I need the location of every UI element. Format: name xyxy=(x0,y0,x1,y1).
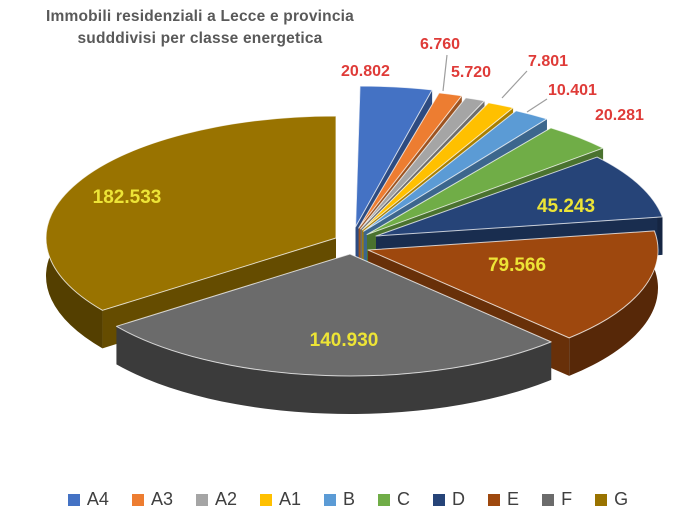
legend-item-A1[interactable]: A1 xyxy=(260,489,301,510)
legend-label-C: C xyxy=(397,489,411,509)
legend-swatch-A4 xyxy=(67,493,80,506)
legend-swatch-D xyxy=(433,493,446,506)
legend-item-C[interactable]: C xyxy=(378,489,410,510)
pie-slice-group-F xyxy=(115,253,552,414)
legend-swatch-A1 xyxy=(260,493,272,506)
chart-legend: A4 A3 A2 A1 B C D E F G xyxy=(0,489,696,510)
pie-slice-F[interactable] xyxy=(115,253,552,377)
leader-line-A1 xyxy=(501,70,528,99)
legend-label-A4: A4 xyxy=(86,489,109,509)
legend-label-E: E xyxy=(507,489,520,509)
pie-slice-C[interactable] xyxy=(366,127,604,235)
pie-slice-D[interactable] xyxy=(375,156,663,237)
legend-item-F[interactable]: F xyxy=(542,489,572,510)
legend-swatch-C xyxy=(378,493,391,506)
legend-label-F: F xyxy=(561,489,573,509)
legend-swatch-A2 xyxy=(195,493,208,506)
pie-slice-A4[interactable] xyxy=(355,85,433,228)
legend-swatch-E xyxy=(488,493,501,506)
legend-label-G: G xyxy=(614,489,629,509)
pie-chart-canvas xyxy=(45,54,663,414)
legend-item-D[interactable]: D xyxy=(433,489,465,510)
pie-slice-F-rim-wall xyxy=(116,326,552,414)
legend-item-A2[interactable]: A2 xyxy=(195,489,237,510)
legend-swatch-F xyxy=(542,493,555,506)
leader-line-A3 xyxy=(442,54,448,92)
legend-label-B: B xyxy=(343,489,356,509)
pie-slice-G[interactable] xyxy=(45,115,337,311)
legend-swatch-A3 xyxy=(131,493,144,506)
legend-label-A1: A1 xyxy=(279,489,302,509)
legend-item-B[interactable]: B xyxy=(324,489,355,510)
legend-item-A4[interactable]: A4 xyxy=(67,489,109,510)
pie-slice-E-rim-wall xyxy=(569,230,658,376)
chart-title-line2: sudddivisi per classe energetica xyxy=(77,30,323,47)
legend-item-A3[interactable]: A3 xyxy=(131,489,173,510)
legend-label-A2: A2 xyxy=(214,489,237,509)
legend-label-A3: A3 xyxy=(150,489,173,509)
pie-slice-D-rim-wall xyxy=(657,206,663,255)
chart-title: Immobili residenziali a Lecce e provinci… xyxy=(2,6,398,50)
pie-slice-A1[interactable] xyxy=(361,102,514,231)
leader-line-B xyxy=(526,98,548,113)
legend-swatch-G xyxy=(595,493,608,506)
pie-slice-G-rim-wall xyxy=(45,208,103,349)
pie-slice-A2[interactable] xyxy=(360,97,485,230)
legend-label-D: D xyxy=(452,489,466,509)
legend-item-G[interactable]: G xyxy=(595,489,628,510)
pie-slice-B[interactable] xyxy=(363,110,548,232)
legend-item-E[interactable]: E xyxy=(488,489,519,510)
legend-swatch-B xyxy=(324,493,337,506)
chart-title-line1: Immobili residenziali a Lecce e provinci… xyxy=(46,8,354,25)
pie-slice-A3[interactable] xyxy=(358,92,463,229)
pie-slice-E[interactable] xyxy=(367,230,659,339)
